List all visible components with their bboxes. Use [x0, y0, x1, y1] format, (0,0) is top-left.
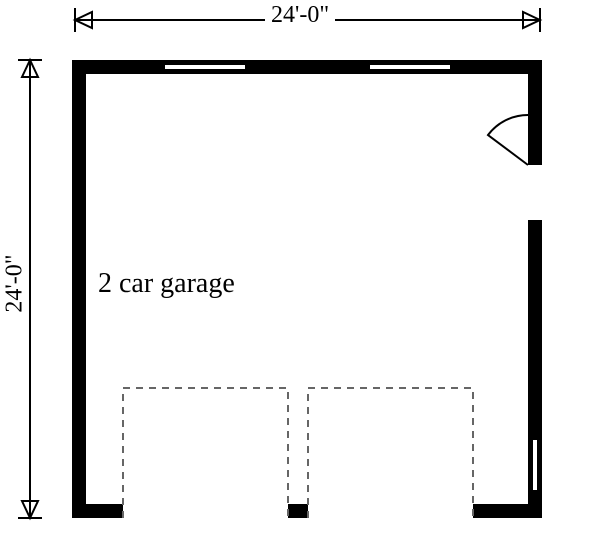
- floorplan-container: 2 car garage 24'-0" 24'-0": [0, 0, 600, 557]
- width-dim-label: 24'-0": [265, 2, 335, 29]
- car-stalls: [123, 388, 473, 518]
- room-label: 2 car garage: [98, 268, 235, 300]
- height-dim-label: 24'-0": [2, 248, 29, 318]
- floorplan-svg: [0, 0, 600, 557]
